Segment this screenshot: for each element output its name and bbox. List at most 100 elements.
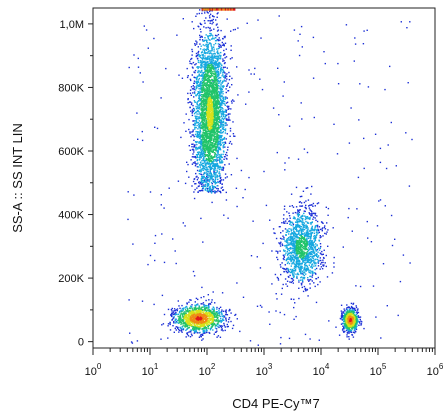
event-dot bbox=[201, 67, 203, 69]
event-dot bbox=[212, 57, 214, 59]
event-dot bbox=[318, 239, 320, 241]
event-dot bbox=[215, 173, 217, 175]
event-dot bbox=[207, 179, 209, 181]
event-dot bbox=[295, 254, 297, 257]
event-dot bbox=[216, 13, 218, 15]
event-dot bbox=[296, 219, 299, 221]
event-dot bbox=[260, 37, 262, 39]
event-dot bbox=[312, 216, 315, 218]
event-dot bbox=[317, 202, 320, 204]
event-dot bbox=[313, 282, 315, 284]
event-dot bbox=[297, 226, 299, 228]
event-dot bbox=[221, 85, 223, 87]
event-dot bbox=[201, 164, 203, 166]
event-dot bbox=[300, 279, 302, 281]
event-dot bbox=[317, 251, 319, 253]
event-dot bbox=[297, 210, 299, 213]
event-dot bbox=[192, 85, 194, 87]
event-dot bbox=[191, 102, 193, 104]
event-dot bbox=[319, 268, 321, 270]
event-dot bbox=[201, 79, 204, 82]
event-dot bbox=[208, 162, 210, 164]
event-dot bbox=[226, 133, 228, 135]
event-dot bbox=[321, 268, 324, 270]
event-dot bbox=[225, 111, 227, 113]
event-dot bbox=[213, 160, 215, 163]
event-dot bbox=[217, 70, 219, 72]
event-dot bbox=[187, 102, 189, 104]
event-dot bbox=[199, 166, 201, 168]
event-dot bbox=[291, 233, 293, 235]
event-dot bbox=[214, 92, 216, 94]
event-dot bbox=[204, 71, 206, 73]
event-dot bbox=[296, 275, 298, 277]
event-dot bbox=[202, 114, 205, 117]
event-dot bbox=[194, 122, 196, 124]
event-dot bbox=[237, 94, 239, 96]
event-dot bbox=[210, 157, 213, 160]
event-dot bbox=[288, 262, 291, 265]
event-dot bbox=[313, 241, 315, 243]
event-dot bbox=[297, 250, 299, 252]
event-dot bbox=[198, 142, 200, 144]
event-dot bbox=[298, 214, 301, 216]
event-dot bbox=[300, 240, 303, 242]
event-dot bbox=[292, 222, 294, 224]
event-dot bbox=[199, 43, 201, 45]
event-dot bbox=[284, 264, 286, 266]
event-dot bbox=[207, 173, 209, 175]
event-dot bbox=[211, 88, 213, 91]
event-dot bbox=[320, 253, 322, 255]
event-dot bbox=[212, 91, 215, 94]
event-dot bbox=[133, 194, 135, 196]
event-dot bbox=[204, 141, 206, 143]
event-dot bbox=[215, 74, 217, 76]
event-dot bbox=[209, 130, 211, 132]
event-dot bbox=[207, 170, 209, 173]
event-dot bbox=[216, 23, 218, 25]
event-dot bbox=[216, 102, 219, 104]
event-dot bbox=[298, 246, 300, 248]
event-dot bbox=[206, 99, 208, 101]
event-dot bbox=[283, 268, 285, 270]
event-dot bbox=[160, 204, 162, 206]
event-dot bbox=[196, 132, 199, 134]
event-dot bbox=[199, 133, 201, 135]
event-dot bbox=[299, 254, 301, 257]
event-dot bbox=[210, 116, 212, 118]
event-dot bbox=[207, 140, 209, 143]
event-dot bbox=[142, 81, 144, 83]
event-dot bbox=[210, 43, 212, 45]
event-dot bbox=[306, 259, 308, 261]
event-dot bbox=[313, 252, 315, 254]
event-dot bbox=[201, 99, 203, 102]
event-dot bbox=[307, 234, 310, 236]
event-dot bbox=[202, 141, 204, 143]
event-dot bbox=[191, 163, 194, 165]
event-dot bbox=[312, 270, 314, 273]
event-dot bbox=[218, 175, 221, 177]
event-dot bbox=[208, 77, 210, 80]
event-dot bbox=[199, 129, 201, 132]
event-dot bbox=[200, 67, 202, 69]
event-dot bbox=[217, 335, 220, 337]
event-dot bbox=[213, 93, 215, 95]
event-dot bbox=[279, 343, 282, 345]
event-dot bbox=[292, 247, 294, 250]
event-dot bbox=[307, 258, 309, 261]
event-dot bbox=[299, 241, 302, 243]
event-dot bbox=[209, 170, 211, 172]
event-dot bbox=[282, 95, 284, 97]
event-dot bbox=[213, 94, 216, 96]
event-dot bbox=[319, 281, 321, 283]
event-dot bbox=[163, 313, 166, 316]
event-dot bbox=[213, 107, 215, 109]
event-dot bbox=[300, 245, 303, 248]
event-dot bbox=[208, 181, 211, 183]
event-dot bbox=[224, 116, 227, 118]
event-dot bbox=[211, 64, 213, 66]
event-dot bbox=[218, 168, 221, 171]
event-dot bbox=[316, 256, 319, 259]
event-dot bbox=[224, 72, 226, 74]
event-dot bbox=[399, 280, 402, 283]
